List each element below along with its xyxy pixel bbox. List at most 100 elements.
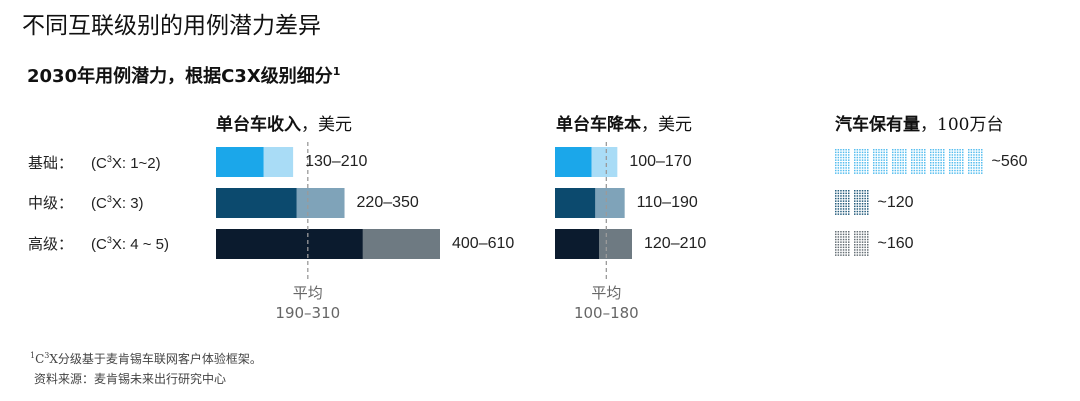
fleet-dot-mid [854,210,856,213]
fleet-dot-high [848,231,850,233]
row-label-mid-text: 中级： [28,194,74,212]
fleet-dot-high [856,254,859,256]
fleet-dot-basic [970,151,973,154]
fleet-dot-high [859,238,861,241]
fleet-dot-basic [883,167,885,169]
fleet-dot-high [854,251,856,254]
fleet-dot-basic [973,172,975,174]
fleet-dot-basic [899,162,902,164]
fleet-dot-basic [954,169,956,172]
fleet-dot-basic [968,169,970,172]
fleet-dot-basic [956,164,959,167]
fleet-dot-basic [867,156,869,159]
row-label-basic: 基础： (C3X: 1~2) [28,152,161,173]
fleet-dot-basic [873,151,875,154]
fleet-dot-basic [835,164,837,167]
fleet-dot-basic [894,159,897,161]
fleet-dot-basic [873,164,875,167]
fleet-dot-basic [978,172,980,174]
fleet-dot-basic [916,164,918,167]
fleet-dot-basic [880,164,883,167]
fleet-dot-basic [959,169,961,172]
fleet-dot-high [864,251,866,254]
fleet-dot-basic [878,149,880,151]
fleet-dot-high [835,238,837,241]
fleet-dot-mid [856,213,859,215]
fleet-dot-high [845,236,847,238]
fleet-dot-high [848,241,850,243]
row-label-high-code-sup: 3 [106,235,112,245]
fleet-dot-basic [864,162,866,164]
fleet-dot-basic [873,167,875,169]
fleet-dot-high [842,244,845,246]
fleet-dot-high [861,231,864,233]
fleet-dot-basic [911,156,913,159]
fleet-dot-basic [932,149,935,151]
fleet-dot-basic [856,154,859,156]
fleet-dot-high [835,254,837,256]
fleet-dot-basic [913,156,916,159]
fleet-dot-basic [892,149,894,151]
fleet-dot-mid [867,203,869,205]
fleet-dot-basic [913,167,916,169]
fleet-dot-basic [835,162,837,164]
fleet-dot-basic [981,159,983,161]
fleet-dot-basic [975,159,978,161]
fleet-dot-mid [845,200,847,202]
fleet-dot-basic [905,164,907,167]
fleet-dot-mid [867,190,869,192]
fleet-dot-basic [840,164,842,167]
fleet-dot-mid [859,197,861,200]
fleet-dot-basic [978,167,980,169]
fleet-dot-mid [867,208,869,210]
fleet-dot-basic [949,149,951,151]
fleet-dot-high [867,233,869,236]
row-label-high-code: (C3X: 4 ~ 5) [91,235,169,253]
savings-average-range-label: 100–180 [573,304,639,322]
fleet-dot-basic [943,159,945,161]
revenue-average-range-label: 190–310 [275,304,341,322]
row-label-mid-code-post: X: 3) [111,195,144,212]
fleet-dot-basic [842,154,845,156]
fleet-dot-basic [937,164,940,167]
fleet-dot-basic [837,149,840,151]
fleet-dot-basic [873,149,875,151]
fleet-dot-basic [880,167,883,169]
fleet-dot-basic [918,149,921,151]
fleet-dot-mid [845,195,847,197]
fleet-dot-basic [913,169,916,172]
fleet-dot-basic [935,149,937,151]
fleet-dot-basic [886,172,888,174]
fleet-dot-high [842,238,845,241]
fleet-dot-basic [943,164,945,167]
fleet-dot-mid [842,208,845,210]
fleet-dot-basic [854,156,856,159]
fleet-dot-basic [962,167,964,169]
fleet-dot-basic [940,159,942,161]
fleet-dot-basic [905,169,907,172]
fleet-dot-high [867,246,869,249]
fleet-dot-basic [905,149,907,151]
fleet-dot-basic [956,167,959,169]
revenue-value-label-mid: 220–350 [356,194,419,211]
fleet-dot-basic [835,169,837,172]
fleet-dot-basic [883,149,885,151]
fleet-dot-basic [875,156,878,159]
fleet-dot-basic [878,162,880,164]
fleet-dot-high [864,238,866,241]
row-label-mid-code-sup: 3 [106,194,112,204]
fleet-dot-mid [837,208,840,210]
row-label-high-code-pre: (C [91,236,107,253]
fleet-dot-basic [978,162,980,164]
fleet-dot-basic [968,149,970,151]
fleet-dot-basic [930,156,932,159]
fleet-dot-basic [962,169,964,172]
fleet-dot-basic [937,151,940,154]
fleet-dot-basic [978,159,980,161]
fleet-dot-basic [837,151,840,154]
row-label-basic-code: (C3X: 1~2) [91,154,161,172]
fleet-dot-mid [861,213,864,215]
savings-value-label-high: 120–210 [644,235,707,252]
fleet-dot-basic [878,159,880,161]
fleet-dot-basic [854,162,856,164]
